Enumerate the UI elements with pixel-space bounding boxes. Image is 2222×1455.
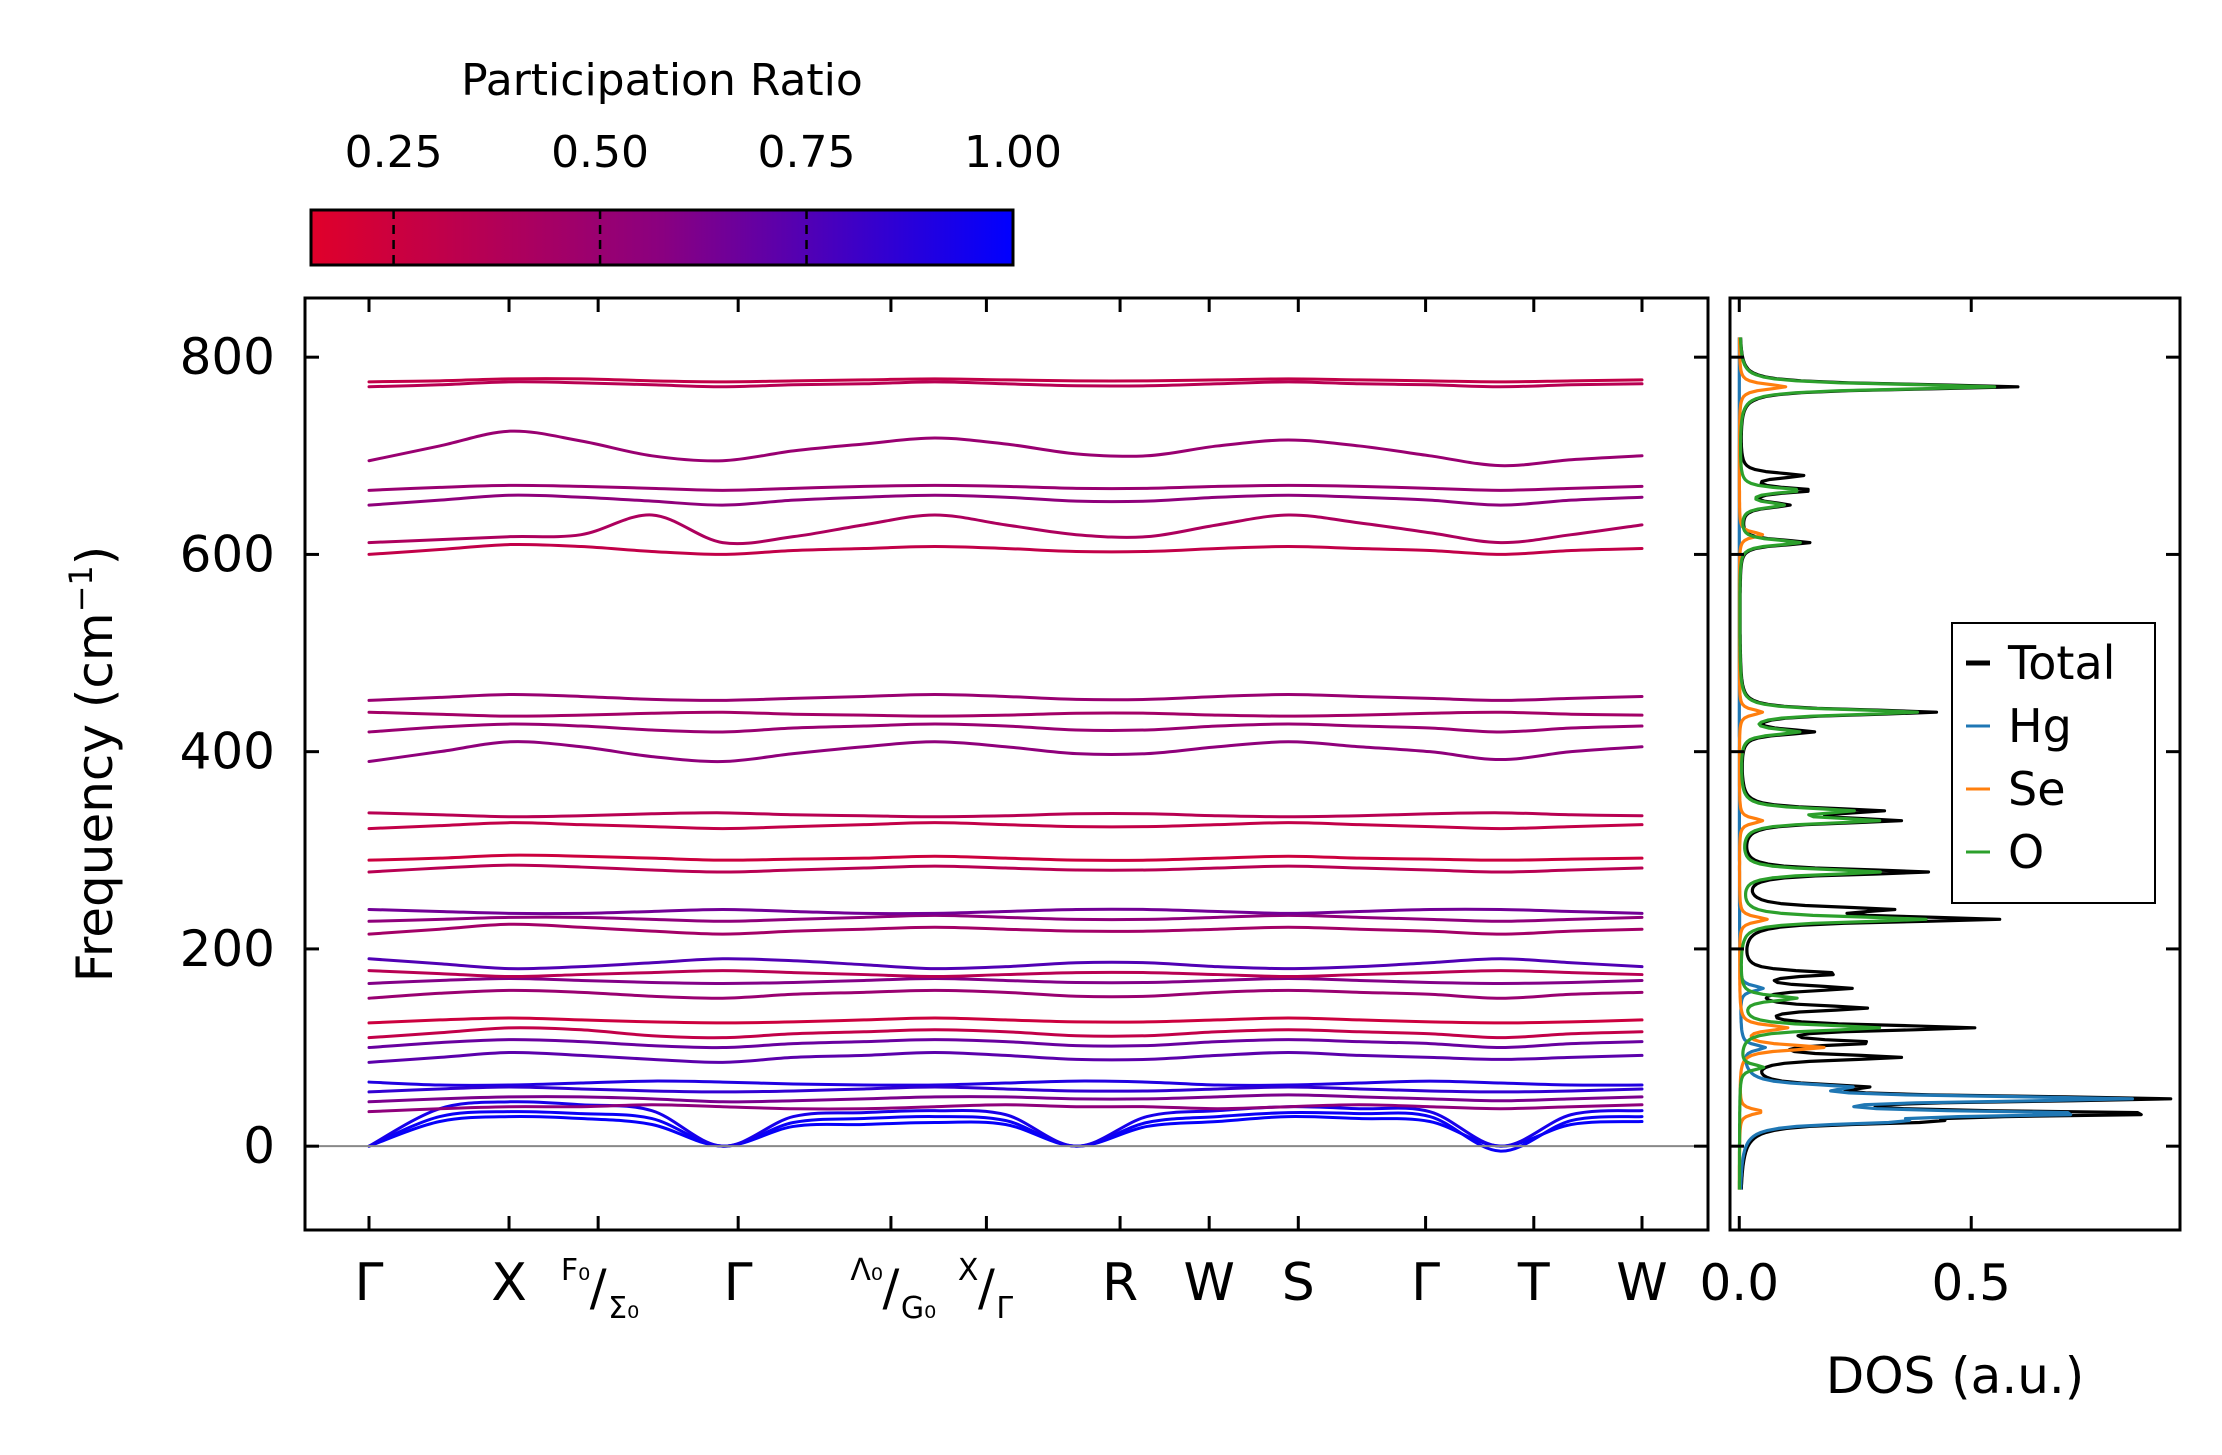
phonon-band xyxy=(367,493,1644,507)
y-tick-label: 0 xyxy=(243,1117,275,1175)
phonon-band xyxy=(367,710,1644,718)
x-tick-label: Γ xyxy=(355,1253,384,1313)
phonon-bands xyxy=(367,377,1644,1153)
phonon-band xyxy=(367,1085,1644,1094)
x-tick-label: T xyxy=(1517,1253,1550,1313)
y-axis-label-text: Frequency (cm xyxy=(66,612,124,982)
y-tick-label: 800 xyxy=(180,328,275,386)
phonon-band xyxy=(367,1100,1644,1148)
x-tick-label: R xyxy=(1102,1253,1138,1313)
phonon-band xyxy=(367,988,1644,1000)
x-tick-label-b: Γ xyxy=(996,1291,1013,1326)
dos-panel: 0.0 0.5 DOS (a.u.) Total Hg Se O xyxy=(1700,296,2182,1405)
phonon-band xyxy=(367,1038,1644,1050)
phonon-band xyxy=(367,542,1644,556)
phonon-band xyxy=(367,483,1644,492)
phonon-band xyxy=(367,1016,1644,1025)
y-axis-ticks: 0 200 400 600 800 xyxy=(180,328,1708,1175)
colorbar-label: Participation Ratio xyxy=(461,55,863,106)
y-tick-label: 200 xyxy=(180,920,275,978)
phonon-band xyxy=(367,907,1644,916)
colorbar-tick-label: 0.75 xyxy=(758,127,856,178)
dos-curves xyxy=(1737,337,2173,1190)
phonon-band xyxy=(367,957,1644,971)
dos-y-ticks xyxy=(1730,355,2180,1148)
x-tick-label: Γ xyxy=(1411,1253,1440,1313)
phonon-band xyxy=(367,1114,1644,1148)
dos-curve-o xyxy=(1737,337,1997,1190)
x-axis-ticks: Γ X F₀ / Σ₀ Γ Λ₀ / G₀X / Γ R W S Γ T W xyxy=(355,298,1668,1326)
y-axis-label: Frequency (cm−1) xyxy=(62,546,124,983)
dos-x-tick-label: 0.5 xyxy=(1931,1254,2011,1312)
legend-label: Hg xyxy=(2008,699,2072,753)
phonon-band xyxy=(367,1079,1644,1087)
dos-x-tick-label: 0.0 xyxy=(1700,1254,1780,1312)
phonon-band xyxy=(367,722,1644,734)
phonon-band xyxy=(367,380,1644,389)
colorbar-tick-label: 0.50 xyxy=(551,127,649,178)
phonon-band xyxy=(367,740,1644,764)
y-tick-label: 400 xyxy=(180,723,275,781)
phonon-band xyxy=(367,913,1644,923)
phonon-band xyxy=(367,853,1644,862)
phonon-band xyxy=(367,692,1644,702)
dos-legend: Total Hg Se O xyxy=(1951,622,2156,904)
x-tick-label-a: Λ₀ xyxy=(850,1253,883,1288)
x-tick-label: S xyxy=(1282,1253,1315,1313)
colorbar-ticks: 0.25 0.50 0.75 1.00 xyxy=(345,127,1062,265)
y-axis-label-close: ) xyxy=(66,546,124,566)
x-tick-label-b: Σ₀ xyxy=(608,1291,639,1326)
x-tick-label: W xyxy=(1183,1253,1234,1313)
legend-label: Se xyxy=(2008,762,2066,816)
legend-label: Total xyxy=(2007,636,2115,690)
dos-x-ticks: 0.0 0.5 xyxy=(1700,298,2011,1312)
dos-panel-frame xyxy=(1728,296,2182,1232)
y-tick-label: 600 xyxy=(180,525,275,583)
x-tick-label-a: X xyxy=(958,1253,979,1288)
phonon-band xyxy=(367,429,1644,468)
x-tick-label-b: G₀ xyxy=(901,1291,936,1326)
phonon-band xyxy=(367,1093,1644,1104)
colorbar: Participation Ratio 0.25 0.50 0.75 1.00 xyxy=(309,55,1062,267)
phonon-band xyxy=(367,922,1644,936)
x-tick-slash: / xyxy=(883,1259,900,1317)
phonon-band xyxy=(367,1103,1644,1114)
phonon-band xyxy=(367,1110,1644,1153)
x-tick-slash: / xyxy=(590,1259,607,1317)
x-tick-label: Γ xyxy=(724,1253,753,1313)
phonon-band xyxy=(367,969,1644,979)
colorbar-tick-label: 0.25 xyxy=(345,127,443,178)
phonon-band xyxy=(367,811,1644,819)
phonon-band xyxy=(367,377,1644,384)
x-tick-label-a: F₀ xyxy=(561,1253,590,1288)
colorbar-tick-label: 1.00 xyxy=(964,127,1062,178)
phonon-band xyxy=(367,821,1644,831)
band-panel-frame xyxy=(303,296,1710,1232)
phonon-band xyxy=(367,863,1644,874)
phonon-band xyxy=(367,1050,1644,1064)
y-axis-label-sup: −1 xyxy=(62,565,100,612)
phonon-band xyxy=(367,977,1644,985)
legend-items: Total Hg Se O xyxy=(1966,636,2115,879)
legend-box xyxy=(1951,622,2156,904)
dos-x-axis-label: DOS (a.u.) xyxy=(1826,1347,2085,1405)
x-tick-slash: / xyxy=(978,1259,995,1317)
x-tick-label: X xyxy=(491,1253,527,1313)
phonon-band xyxy=(367,513,1644,546)
legend-label: O xyxy=(2008,825,2044,879)
phonon-band xyxy=(367,1026,1644,1040)
x-tick-label: W xyxy=(1616,1253,1667,1313)
colorbar-gradient xyxy=(309,208,1015,267)
dos-curve-se xyxy=(1737,337,1826,1190)
